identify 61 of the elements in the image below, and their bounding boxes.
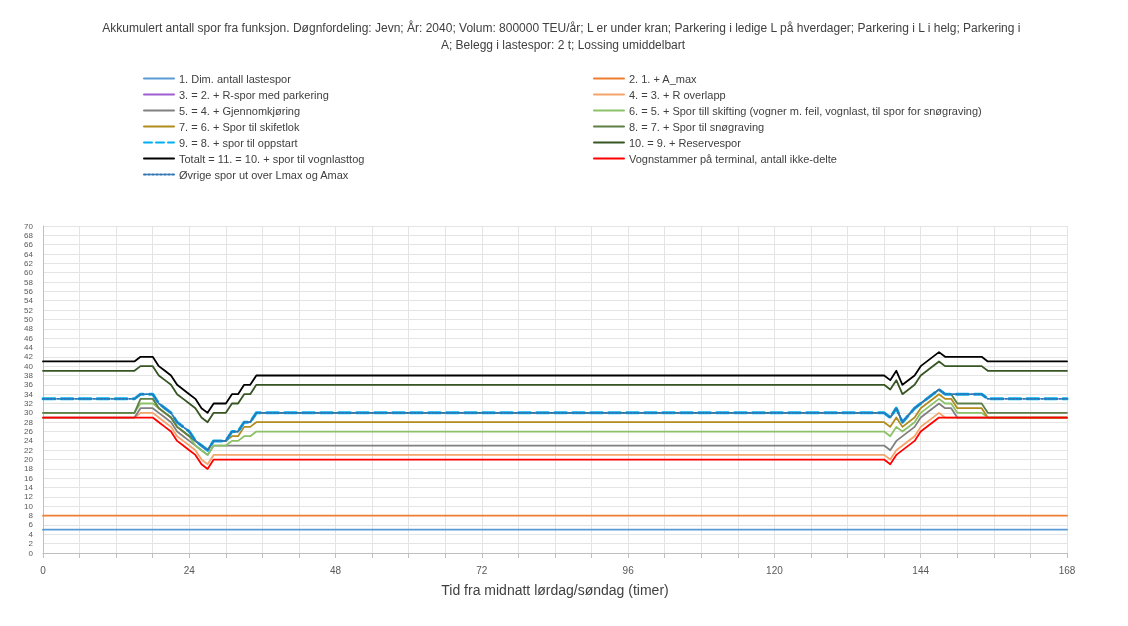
- y-tick-label: 22: [24, 445, 34, 455]
- y-tick-label: 24: [24, 436, 34, 446]
- y-tick-label: 40: [24, 361, 34, 371]
- legend-label: 6. = 5. + Spor till skifting (vogner m. feil, vognlast, til spor for snøgraving): [629, 104, 982, 117]
- x-tick-label: 24: [183, 564, 196, 576]
- y-tick-label: 50: [24, 314, 34, 324]
- legend-label: Vognstammer på terminal, antall ikke-delte: [629, 152, 837, 165]
- y-tick-label: 64: [24, 249, 34, 259]
- x-tick-label: 144: [912, 564, 930, 576]
- legend-label: 3. = 2. + R-spor med parkering: [179, 88, 329, 101]
- y-tick-label: 8: [28, 511, 34, 521]
- y-tick-label: 4: [28, 529, 34, 539]
- y-tick-label: 2: [28, 539, 34, 549]
- y-tick-label: 60: [24, 268, 34, 278]
- y-tick-label: 14: [24, 483, 34, 493]
- legend-label: Øvrige spor ut over Lmax og Amax: [179, 168, 349, 181]
- legend-label: 7. = 6. + Spor til skifetlok: [179, 120, 300, 133]
- y-tick-label: 58: [24, 277, 34, 287]
- x-tick-label: 96: [622, 564, 635, 576]
- line-series: [42, 351, 1068, 414]
- legend-label: 5. = 4. + Gjennomkjøring: [179, 104, 301, 117]
- y-tick-label: 10: [24, 501, 34, 511]
- y-tick-label: 46: [24, 333, 34, 343]
- x-tick-label: 48: [330, 564, 342, 576]
- y-tick-label: 36: [24, 380, 34, 390]
- y-tick-label: 48: [24, 324, 34, 334]
- legend-label: 8. = 7. + Spor til snøgraving: [629, 120, 765, 133]
- legend-label: 2. 1. + A_max: [629, 72, 698, 85]
- y-tick-label: 66: [24, 240, 34, 250]
- y-tick-label: 52: [24, 305, 34, 315]
- legend-label: 9. = 8. + spor til oppstart: [179, 136, 298, 149]
- x-tick-label: 120: [766, 564, 784, 576]
- y-tick-label: 0: [28, 548, 34, 558]
- x-tick-label: 0: [40, 564, 47, 576]
- legend-label: 1. Dim. antall lastespor: [179, 72, 292, 85]
- y-tick-label: 68: [24, 230, 34, 240]
- y-tick-label: 18: [24, 464, 34, 474]
- y-tick-label: 34: [24, 389, 34, 399]
- y-tick-label: 38: [24, 370, 34, 380]
- y-tick-label: 32: [24, 399, 34, 409]
- y-tick-label: 12: [24, 492, 34, 502]
- line-series: [42, 360, 1068, 424]
- y-tick-label: 6: [28, 520, 34, 530]
- y-tick-label: 70: [24, 221, 34, 231]
- y-tick-label: 20: [24, 455, 34, 465]
- y-tick-label: 42: [24, 352, 34, 362]
- y-tick-label: 28: [24, 417, 34, 427]
- y-tick-label: 44: [24, 342, 34, 352]
- legend-label: 4. = 3. + R overlapp: [629, 88, 726, 101]
- y-tick-label: 26: [24, 427, 34, 437]
- legend-label: Totalt = 11. = 10. + spor til vognlasttog: [179, 152, 365, 165]
- y-tick-label: 54: [24, 296, 34, 306]
- legend-label: 10. = 9. + Reservespor: [629, 136, 742, 149]
- x-tick-label: 168: [1058, 564, 1076, 576]
- y-tick-label: 62: [24, 258, 34, 268]
- y-tick-label: 30: [24, 408, 34, 418]
- y-tick-label: 16: [24, 473, 34, 483]
- y-tick-label: 56: [24, 286, 34, 296]
- x-axis-title: Tid fra midnatt lørdag/søndag (timer): [441, 582, 669, 598]
- x-tick-label: 72: [476, 564, 488, 576]
- chart-title: Akkumulert antall spor fra funksjon. Døgnfordeling: Jevn; År: 2040; Volum: 800000 TEU/år; L er under kran; Parkering i ledige L på hverdager; Parkering i L i helg; Parkering i A; Belegg i lastespor: 2 t; Lossing umiddelbart: [102, 19, 1024, 52]
